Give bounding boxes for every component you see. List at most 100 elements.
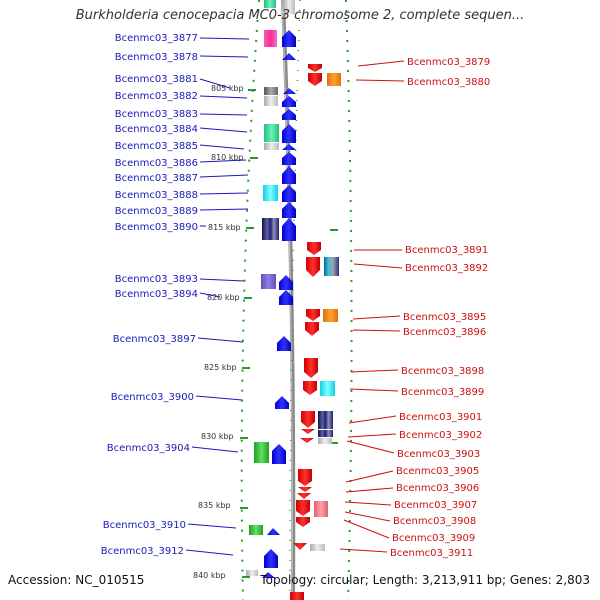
gene-3891-arrow[interactable] [307, 242, 321, 255]
gene-label[interactable]: Bcenmc03_3905 [396, 466, 479, 477]
gene-label[interactable]: Bcenmc03_3892 [405, 263, 488, 274]
gene-label[interactable]: Bcenmc03_3882 [115, 91, 198, 102]
gene-3878-arrow[interactable] [282, 53, 296, 60]
kbp-tick-labels: 805 kbp 810 kbp 815 kbp 820 kbp 825 kbp … [193, 84, 244, 580]
gene-3877-box[interactable] [264, 30, 277, 47]
gene-label[interactable]: Bcenmc03_3895 [403, 312, 486, 323]
gene-3898-arrow[interactable] [304, 358, 318, 378]
gene-label[interactable]: Bcenmc03_3908 [393, 516, 476, 527]
gene-label[interactable]: Bcenmc03_3901 [399, 412, 482, 423]
gene-3897-arrow[interactable] [277, 336, 291, 351]
gene-3883-arrow[interactable] [282, 109, 296, 120]
gene-3882-arrow[interactable] [282, 96, 296, 107]
gene-label[interactable]: Bcenmc03_3887 [115, 173, 198, 184]
gene-3884-arrow[interactable] [282, 124, 296, 143]
gene-label[interactable]: Bcenmc03_3910 [103, 520, 186, 531]
tick-label: 810 kbp [211, 153, 244, 162]
gene-arrow[interactable] [262, 572, 275, 578]
gene-3877-arrow[interactable] [282, 30, 296, 47]
gene-3904-arrow[interactable] [272, 444, 286, 464]
gene-3900-arrow[interactable] [275, 396, 289, 409]
gene-3881-arrow[interactable] [283, 88, 296, 94]
gene-label[interactable]: Bcenmc03_3893 [115, 274, 198, 285]
gene-label[interactable]: Bcenmc03_3903 [397, 449, 480, 460]
gene-3902-box[interactable] [318, 430, 333, 437]
gene-label[interactable]: Bcenmc03_3899 [401, 387, 484, 398]
gene-3895-arrow[interactable] [306, 309, 320, 321]
gene-3890-box[interactable] [262, 218, 279, 240]
gene-box[interactable] [290, 592, 304, 600]
gene-label[interactable]: Bcenmc03_3881 [115, 74, 198, 85]
gene-3901-arrow[interactable] [301, 411, 315, 428]
gene-label[interactable]: Bcenmc03_3904 [107, 443, 190, 454]
gene-3892-box[interactable] [324, 257, 339, 276]
gene-3896-arrow[interactable] [305, 322, 319, 336]
left-leader-lines [185, 37, 250, 556]
gene-3882-box[interactable] [264, 96, 278, 106]
gene-label[interactable]: Bcenmc03_3890 [115, 222, 198, 233]
gene-3903-arrow[interactable] [300, 438, 314, 443]
gene-3901-box[interactable] [318, 411, 333, 429]
gene-3884-box[interactable] [264, 124, 279, 142]
gene-label[interactable]: Bcenmc03_3911 [390, 548, 473, 559]
gene-label[interactable]: Bcenmc03_3912 [101, 546, 184, 557]
gene-3908-arrow[interactable] [296, 500, 310, 516]
gene-label[interactable]: Bcenmc03_3900 [111, 392, 194, 403]
gene-3886-arrow[interactable] [282, 152, 296, 165]
gene-3895-box[interactable] [323, 309, 338, 322]
gene-label[interactable]: Bcenmc03_3897 [113, 334, 196, 345]
gene-box[interactable] [246, 570, 258, 576]
gene-label[interactable]: Bcenmc03_3896 [403, 327, 486, 338]
gene-label[interactable]: Bcenmc03_3880 [407, 77, 490, 88]
gene-3909-arrow[interactable] [296, 517, 310, 527]
gene-label[interactable]: Bcenmc03_3878 [115, 52, 198, 63]
gene-3893-arrow[interactable] [279, 275, 293, 290]
gene-label[interactable]: Bcenmc03_3906 [396, 483, 479, 494]
gene-3894-arrow[interactable] [279, 290, 293, 305]
gene-3911-box[interactable] [310, 544, 325, 551]
gene-3903-box[interactable] [318, 438, 332, 444]
gene-label[interactable]: Bcenmc03_3886 [115, 158, 198, 169]
gene-3885-arrow[interactable] [282, 144, 296, 150]
gene-3910-box[interactable] [249, 525, 263, 535]
gene-label[interactable]: Bcenmc03_3891 [405, 245, 488, 256]
gene-3910-arrow[interactable] [267, 528, 280, 535]
gene-3907-arrow[interactable] [297, 493, 311, 499]
gene-label[interactable]: Bcenmc03_3877 [115, 33, 198, 44]
gene-label[interactable]: Bcenmc03_3888 [115, 190, 198, 201]
gene-3893-box[interactable] [261, 274, 276, 289]
gene-3881-box[interactable] [264, 87, 278, 95]
gene-3885-box[interactable] [264, 143, 279, 150]
gene-3905-arrow[interactable] [298, 469, 312, 486]
gene-3887-arrow[interactable] [282, 166, 296, 184]
gene-label[interactable]: Bcenmc03_3894 [115, 289, 198, 300]
gene-label[interactable]: Bcenmc03_3884 [115, 124, 198, 135]
gene-3888-box[interactable] [263, 185, 278, 201]
gene-box[interactable] [264, 0, 276, 8]
gene-3899-box[interactable] [320, 381, 335, 396]
gene-3879-arrow[interactable] [308, 64, 322, 72]
gene-label[interactable]: Bcenmc03_3898 [401, 366, 484, 377]
gene-3902-arrow[interactable] [301, 429, 315, 434]
gene-3889-arrow[interactable] [282, 202, 296, 218]
gene-label[interactable]: Bcenmc03_3885 [115, 141, 198, 152]
gene-3880-box[interactable] [327, 73, 341, 86]
gene-label[interactable]: Bcenmc03_3883 [115, 109, 198, 120]
gene-label[interactable]: Bcenmc03_3907 [394, 500, 477, 511]
gene-3880-arrow[interactable] [308, 73, 322, 86]
gene-label[interactable]: Bcenmc03_3902 [399, 430, 482, 441]
gene-3908-box[interactable] [314, 501, 328, 517]
gene-label[interactable]: Bcenmc03_3889 [115, 206, 198, 217]
gene-3892-arrow[interactable] [306, 257, 320, 277]
gene-3906-arrow[interactable] [298, 487, 312, 492]
topology-text: Topology: circular; Length: 3,213,911 bp… [260, 573, 590, 587]
gene-3899-arrow[interactable] [303, 381, 317, 395]
gene-3912-arrow[interactable] [264, 549, 278, 568]
gene-3890-arrow[interactable] [282, 218, 296, 241]
gene-3904-box[interactable] [254, 442, 269, 463]
gene-box[interactable] [283, 0, 295, 14]
gene-3911-arrow[interactable] [293, 543, 307, 550]
gene-label[interactable]: Bcenmc03_3879 [407, 57, 490, 68]
gene-label[interactable]: Bcenmc03_3909 [392, 533, 475, 544]
gene-3888-arrow[interactable] [282, 185, 296, 202]
